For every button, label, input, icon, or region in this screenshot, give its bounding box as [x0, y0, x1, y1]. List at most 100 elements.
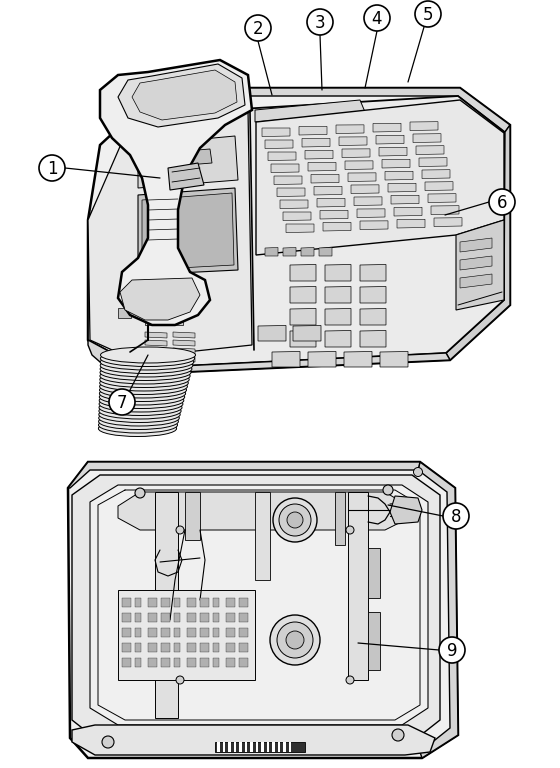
- Bar: [226, 628, 235, 637]
- Polygon shape: [262, 128, 290, 137]
- Text: 3: 3: [315, 14, 325, 31]
- Ellipse shape: [100, 375, 188, 391]
- Circle shape: [277, 622, 313, 658]
- Ellipse shape: [99, 399, 182, 415]
- Polygon shape: [138, 188, 238, 275]
- Polygon shape: [283, 247, 296, 256]
- Polygon shape: [118, 308, 131, 318]
- Polygon shape: [271, 164, 299, 173]
- Bar: [222, 742, 225, 752]
- Polygon shape: [368, 612, 380, 670]
- Polygon shape: [336, 125, 364, 134]
- Ellipse shape: [100, 350, 195, 366]
- Bar: [148, 598, 157, 607]
- Bar: [267, 742, 269, 752]
- Ellipse shape: [100, 386, 185, 402]
- Circle shape: [135, 488, 145, 498]
- Polygon shape: [290, 309, 316, 325]
- Polygon shape: [379, 147, 407, 156]
- Polygon shape: [357, 209, 385, 217]
- Polygon shape: [344, 352, 372, 367]
- Circle shape: [286, 631, 304, 649]
- Polygon shape: [265, 247, 278, 256]
- Circle shape: [279, 504, 311, 536]
- Polygon shape: [173, 356, 195, 362]
- Ellipse shape: [100, 379, 188, 395]
- Ellipse shape: [100, 382, 186, 398]
- Polygon shape: [136, 308, 149, 318]
- Bar: [122, 613, 131, 622]
- Polygon shape: [145, 348, 167, 354]
- Bar: [215, 742, 305, 752]
- Polygon shape: [90, 485, 428, 725]
- Circle shape: [307, 9, 333, 35]
- Bar: [187, 613, 196, 622]
- Bar: [174, 613, 180, 622]
- Bar: [217, 742, 220, 752]
- Polygon shape: [88, 88, 510, 375]
- Polygon shape: [419, 157, 447, 167]
- Bar: [226, 658, 235, 667]
- Bar: [213, 658, 219, 667]
- Polygon shape: [382, 159, 410, 168]
- Bar: [278, 742, 280, 752]
- Polygon shape: [380, 352, 408, 367]
- Circle shape: [287, 512, 303, 528]
- Polygon shape: [317, 198, 345, 207]
- Circle shape: [176, 676, 184, 684]
- Polygon shape: [88, 340, 450, 375]
- Bar: [288, 742, 291, 752]
- Bar: [228, 742, 231, 752]
- Polygon shape: [132, 70, 237, 120]
- Polygon shape: [145, 314, 161, 325]
- Polygon shape: [348, 173, 376, 181]
- Polygon shape: [368, 548, 380, 598]
- Bar: [239, 658, 248, 667]
- Bar: [161, 628, 170, 637]
- Polygon shape: [342, 149, 370, 157]
- Polygon shape: [413, 134, 441, 143]
- Polygon shape: [335, 492, 345, 545]
- Polygon shape: [360, 309, 386, 325]
- Polygon shape: [311, 174, 339, 183]
- Polygon shape: [145, 332, 167, 338]
- Polygon shape: [145, 356, 167, 362]
- Circle shape: [439, 637, 465, 663]
- Bar: [187, 598, 196, 607]
- Polygon shape: [290, 286, 316, 303]
- Bar: [200, 598, 209, 607]
- Polygon shape: [277, 188, 305, 197]
- Bar: [213, 643, 219, 652]
- Polygon shape: [394, 207, 422, 216]
- Text: 2: 2: [253, 19, 263, 38]
- Bar: [161, 613, 170, 622]
- Polygon shape: [351, 185, 379, 194]
- Ellipse shape: [99, 410, 179, 426]
- Polygon shape: [167, 314, 183, 325]
- Polygon shape: [283, 212, 311, 220]
- Polygon shape: [460, 256, 492, 270]
- Bar: [234, 742, 236, 752]
- Polygon shape: [354, 197, 382, 206]
- Ellipse shape: [100, 372, 189, 388]
- Polygon shape: [320, 210, 348, 219]
- Polygon shape: [431, 206, 459, 214]
- Polygon shape: [360, 330, 386, 347]
- Polygon shape: [142, 193, 234, 270]
- Polygon shape: [293, 326, 321, 341]
- Polygon shape: [410, 121, 438, 131]
- Bar: [213, 598, 219, 607]
- Bar: [174, 658, 180, 667]
- Bar: [200, 628, 209, 637]
- Ellipse shape: [99, 413, 179, 429]
- Polygon shape: [167, 282, 183, 293]
- Polygon shape: [185, 149, 212, 165]
- Polygon shape: [301, 247, 314, 256]
- Polygon shape: [345, 161, 373, 170]
- Ellipse shape: [99, 396, 183, 412]
- Polygon shape: [422, 170, 450, 178]
- Polygon shape: [325, 330, 351, 347]
- Polygon shape: [390, 496, 422, 524]
- Bar: [261, 742, 264, 752]
- Bar: [161, 658, 170, 667]
